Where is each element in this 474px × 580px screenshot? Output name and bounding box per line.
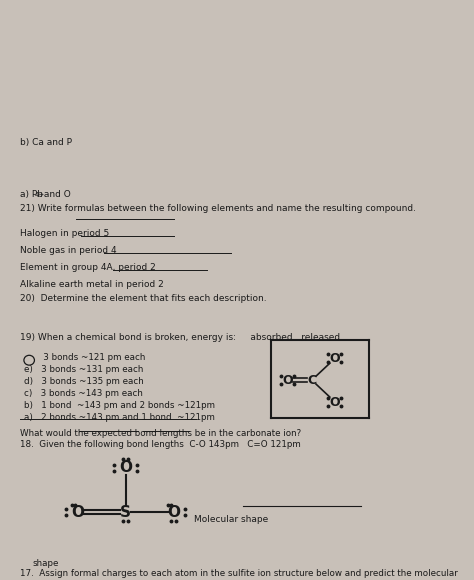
Text: Element in group 4A, period 2: Element in group 4A, period 2 (20, 263, 156, 271)
Text: 19) When a chemical bond is broken, energy is:     absorbed   released: 19) When a chemical bond is broken, ener… (20, 334, 340, 342)
Text: What would the expected bond lengths be in the carbonate ion?: What would the expected bond lengths be … (20, 429, 301, 438)
Text: O: O (167, 505, 180, 520)
Text: O: O (329, 396, 340, 408)
Text: a) Pb: a) Pb (20, 190, 43, 199)
Text: 21) Write formulas between the following elements and name the resulting compoun: 21) Write formulas between the following… (20, 204, 416, 213)
Text: 3 bonds ~121 pm each: 3 bonds ~121 pm each (24, 353, 146, 362)
Text: C: C (308, 374, 317, 387)
Text: 4+: 4+ (35, 192, 45, 198)
Text: O: O (329, 351, 340, 365)
Text: Halogen in period 5: Halogen in period 5 (20, 229, 109, 238)
Text: b) Ca and P: b) Ca and P (20, 138, 72, 147)
Text: Molecular shape: Molecular shape (194, 516, 269, 524)
Text: Noble gas in period 4: Noble gas in period 4 (20, 246, 117, 255)
Text: and O: and O (40, 190, 70, 199)
Text: 20)  Determine the element that fits each description.: 20) Determine the element that fits each… (20, 293, 267, 303)
Text: O: O (119, 460, 132, 475)
Text: shape: shape (32, 559, 59, 568)
Text: e)   3 bonds ~131 pm each: e) 3 bonds ~131 pm each (24, 365, 144, 374)
Text: c)   3 bonds ~143 pm each: c) 3 bonds ~143 pm each (24, 389, 143, 398)
Text: O: O (283, 374, 293, 387)
Text: b)   1 bond  ~143 pm and 2 bonds ~121pm: b) 1 bond ~143 pm and 2 bonds ~121pm (24, 401, 215, 410)
Text: O: O (71, 505, 84, 520)
Text: 18.  Given the following bond lengths  C-O 143pm   C=O 121pm: 18. Given the following bond lengths C-O… (20, 440, 301, 449)
Text: S: S (120, 505, 131, 520)
Text: 17.  Assign formal charges to each atom in the sulfite ion structure below and p: 17. Assign formal charges to each atom i… (20, 569, 458, 578)
Text: a)   2 bonds ~143 pm and 1 bond  ~121pm: a) 2 bonds ~143 pm and 1 bond ~121pm (24, 413, 215, 422)
Text: Alkaline earth metal in period 2: Alkaline earth metal in period 2 (20, 280, 164, 289)
Text: d)   3 bonds ~135 pm each: d) 3 bonds ~135 pm each (24, 377, 144, 386)
